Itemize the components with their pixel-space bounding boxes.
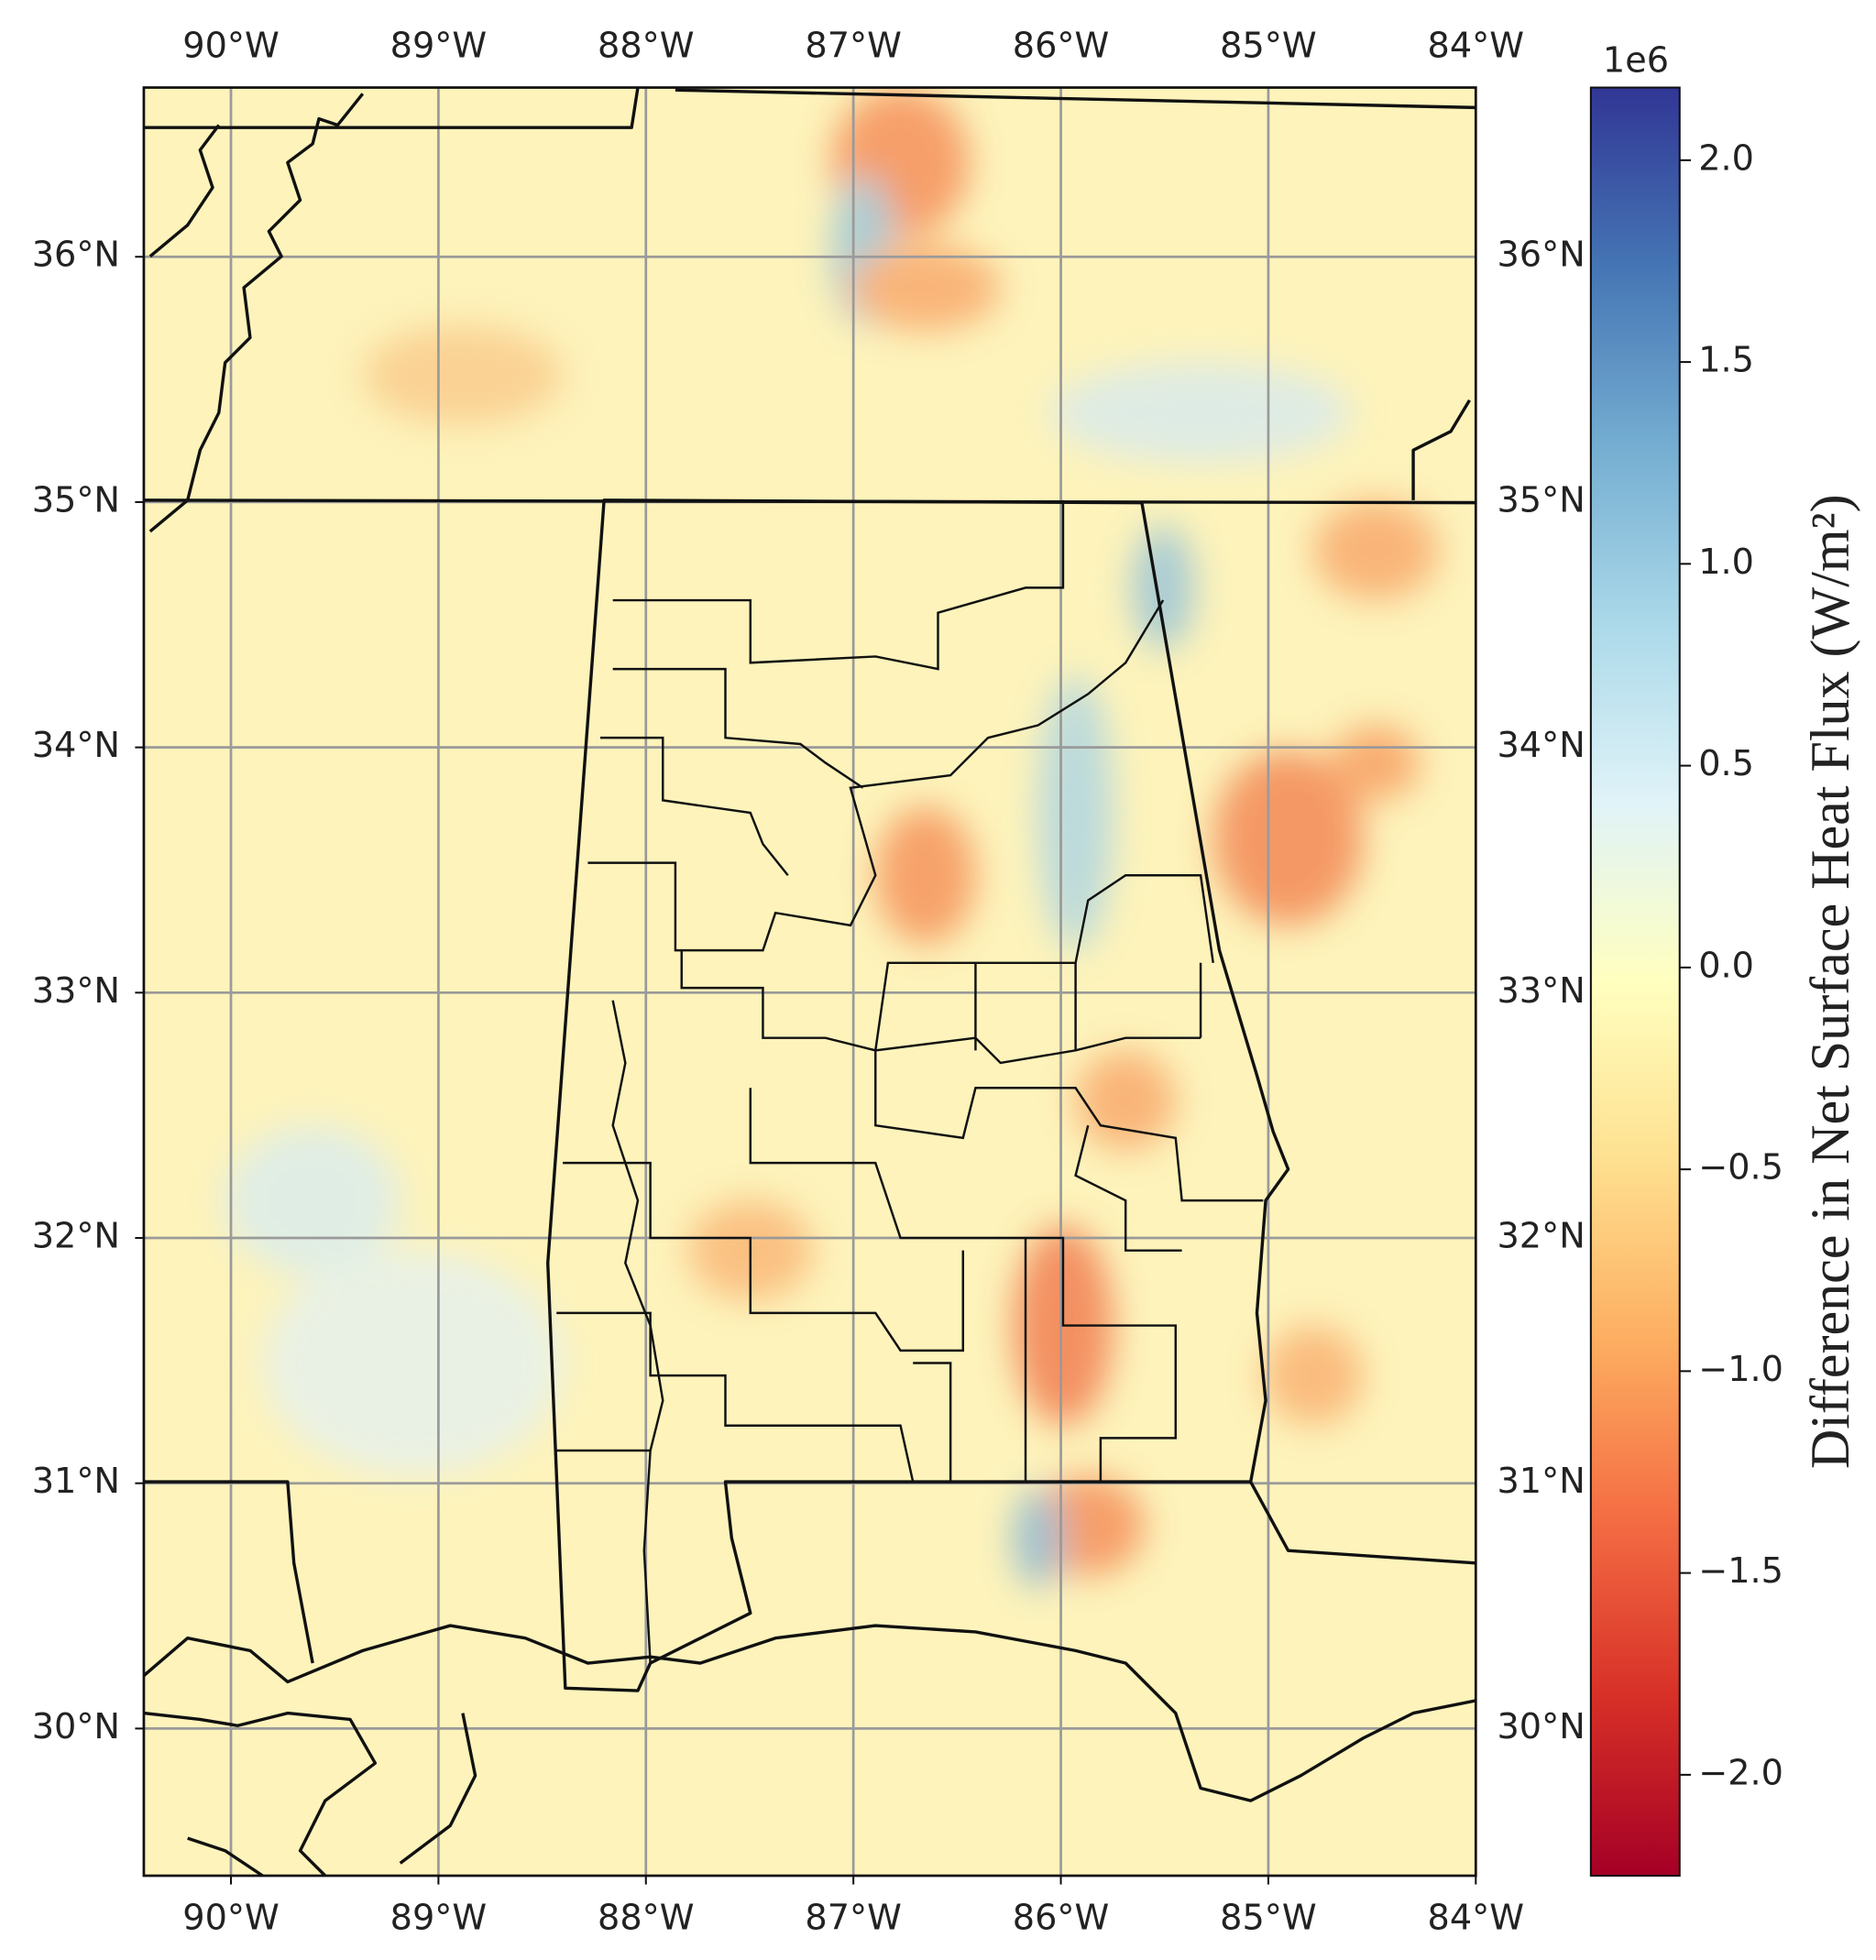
- x-tick-label: 89°W: [390, 1898, 488, 1938]
- colorbar-tick-label: −1.5: [1698, 1551, 1783, 1592]
- colorbar-tick-label: 0.0: [1698, 946, 1754, 986]
- coastline: [399, 1713, 477, 1865]
- y-tick-label: 36°N: [32, 235, 120, 276]
- y-tick-label: 30°N: [1498, 1707, 1585, 1747]
- colorbar-label: Difference in Net Surface Heat Flux (W/m…: [1799, 494, 1860, 1469]
- y-tick-label: 31°N: [1498, 1462, 1585, 1502]
- x-tick-label: 86°W: [1013, 26, 1110, 66]
- x-tick-label: 84°W: [1428, 1898, 1525, 1938]
- county-lines: [556, 499, 1264, 1483]
- x-tick-label: 89°W: [390, 26, 488, 66]
- state-border: [1411, 399, 1471, 500]
- colorbar-tick-label: −0.5: [1698, 1148, 1783, 1188]
- x-tick-label: 87°W: [805, 1898, 902, 1938]
- coastline: [187, 1836, 264, 1877]
- coastline: [143, 1711, 378, 1877]
- y-tick-label: 32°N: [1498, 1217, 1585, 1257]
- x-tick-label: 87°W: [805, 26, 902, 66]
- state-border: [143, 87, 640, 129]
- y-tick-label: 32°N: [32, 1217, 120, 1257]
- x-tick-label: 88°W: [598, 1898, 695, 1938]
- colorbar: [1589, 86, 1681, 1878]
- river-lines: [611, 1000, 664, 1664]
- colorbar-tick-label: −1.0: [1698, 1350, 1783, 1390]
- colorbar-tick-label: −2.0: [1698, 1753, 1783, 1793]
- state-border: [143, 498, 1476, 505]
- colorbar-tick-label: 1.0: [1698, 542, 1754, 583]
- colorbar-offset: 1e6: [1603, 41, 1669, 82]
- colorbar-tick-label: 2.0: [1698, 138, 1754, 179]
- coastline: [143, 1624, 1476, 1802]
- state-border: [148, 124, 221, 258]
- state-border: [675, 88, 1476, 110]
- x-tick-label: 90°W: [182, 26, 279, 66]
- x-tick-label: 85°W: [1220, 26, 1317, 66]
- x-tick-label: 88°W: [598, 26, 695, 66]
- map-area: [143, 87, 1476, 1877]
- state-border: [1249, 1481, 1476, 1565]
- y-tick-label: 34°N: [32, 726, 120, 766]
- y-tick-label: 31°N: [32, 1462, 120, 1502]
- x-tick-label: 84°W: [1428, 26, 1525, 66]
- colorbar-tick-label: 1.5: [1698, 341, 1754, 381]
- y-tick-label: 33°N: [1498, 971, 1585, 1012]
- y-tick-label: 33°N: [32, 971, 120, 1012]
- y-tick-label: 35°N: [1498, 480, 1585, 520]
- x-tick-label: 90°W: [182, 1898, 279, 1938]
- y-tick-label: 35°N: [32, 480, 120, 520]
- y-tick-label: 30°N: [32, 1707, 120, 1747]
- river-border: [148, 93, 365, 533]
- colorbar-tick-label: 0.5: [1698, 744, 1754, 784]
- boundaries: [143, 87, 1476, 1877]
- plot-frame: [142, 86, 1477, 1878]
- x-tick-label: 86°W: [1013, 1898, 1110, 1938]
- map-background: [143, 87, 1476, 1877]
- y-tick-label: 36°N: [1498, 235, 1585, 276]
- state-border: [143, 1480, 314, 1664]
- y-tick-label: 34°N: [1498, 726, 1585, 766]
- x-tick-label: 85°W: [1220, 1898, 1317, 1938]
